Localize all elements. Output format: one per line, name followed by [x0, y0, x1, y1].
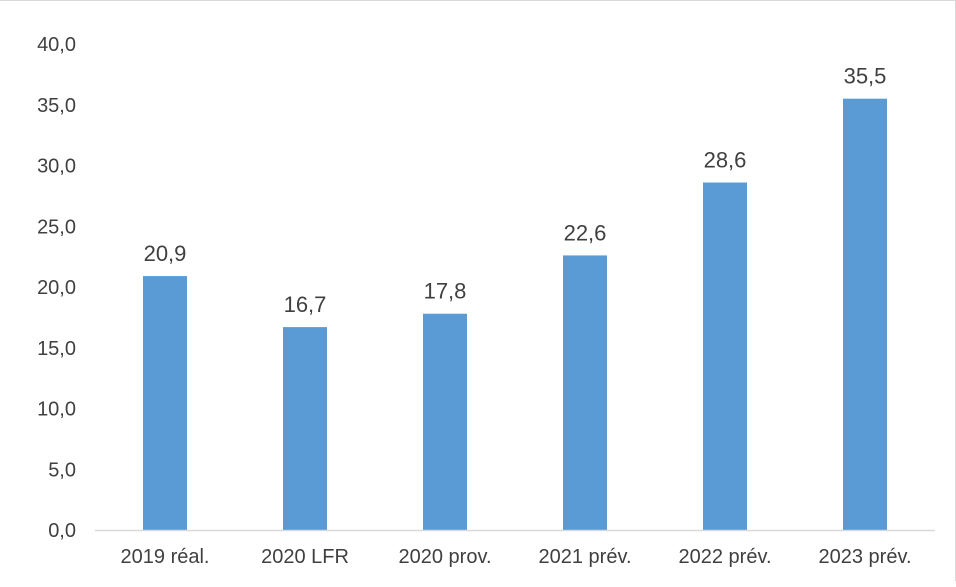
- bars: [143, 98, 887, 531]
- bar: [703, 182, 747, 530]
- data-labels: 20,9 16,7 17,8 22,6 28,6 35,5: [144, 64, 887, 317]
- data-label: 16,7: [284, 292, 327, 317]
- y-tick-label: 35,0: [37, 95, 76, 117]
- bar: [843, 98, 887, 531]
- y-tick-label: 20,0: [37, 277, 76, 299]
- bar: [563, 255, 607, 530]
- y-axis-ticks: 0,0 5,0 10,0 15,0 20,0 25,0 30,0 35,0 40,0: [37, 34, 76, 542]
- y-tick-label: 40,0: [37, 34, 76, 56]
- x-tick-label: 2020 LFR: [261, 546, 349, 568]
- y-tick-label: 10,0: [37, 399, 76, 421]
- x-tick-label: 2023 prév.: [818, 546, 911, 568]
- data-label: 22,6: [564, 220, 607, 245]
- data-label: 20,9: [144, 241, 187, 266]
- data-label: 17,8: [424, 279, 467, 304]
- data-label: 28,6: [704, 148, 747, 173]
- y-tick-label: 25,0: [37, 216, 76, 238]
- x-tick-label: 2020 prov.: [398, 546, 491, 568]
- x-tick-label: 2021 prév.: [538, 546, 631, 568]
- bar: [283, 327, 327, 530]
- x-axis-categories: 2019 réal. 2020 LFR 2020 prov. 2021 prév. 20…: [121, 546, 912, 568]
- bar: [143, 276, 187, 530]
- y-tick-label: 15,0: [37, 338, 76, 360]
- x-tick-label: 2019 réal.: [121, 546, 210, 568]
- y-tick-label: 0,0: [48, 520, 76, 542]
- x-tick-label: 2022 prév.: [678, 546, 771, 568]
- y-tick-label: 30,0: [37, 156, 76, 178]
- y-tick-label: 5,0: [48, 459, 76, 481]
- data-label: 35,5: [844, 64, 887, 89]
- bar: [423, 313, 467, 530]
